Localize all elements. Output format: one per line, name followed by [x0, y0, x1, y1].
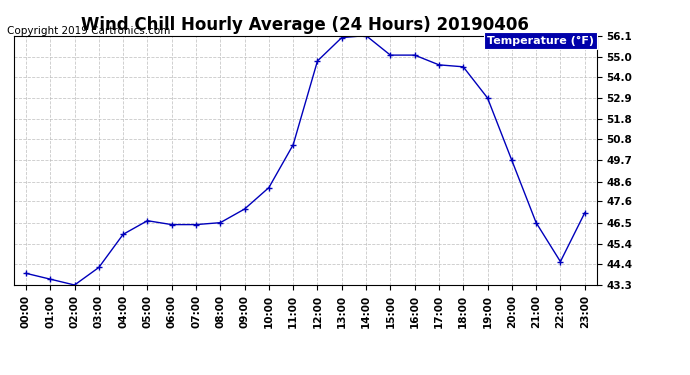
Title: Wind Chill Hourly Average (24 Hours) 20190406: Wind Chill Hourly Average (24 Hours) 201… — [81, 16, 529, 34]
Text: Copyright 2019 Cartronics.com: Copyright 2019 Cartronics.com — [7, 26, 170, 36]
Text: Temperature (°F): Temperature (°F) — [487, 36, 594, 46]
